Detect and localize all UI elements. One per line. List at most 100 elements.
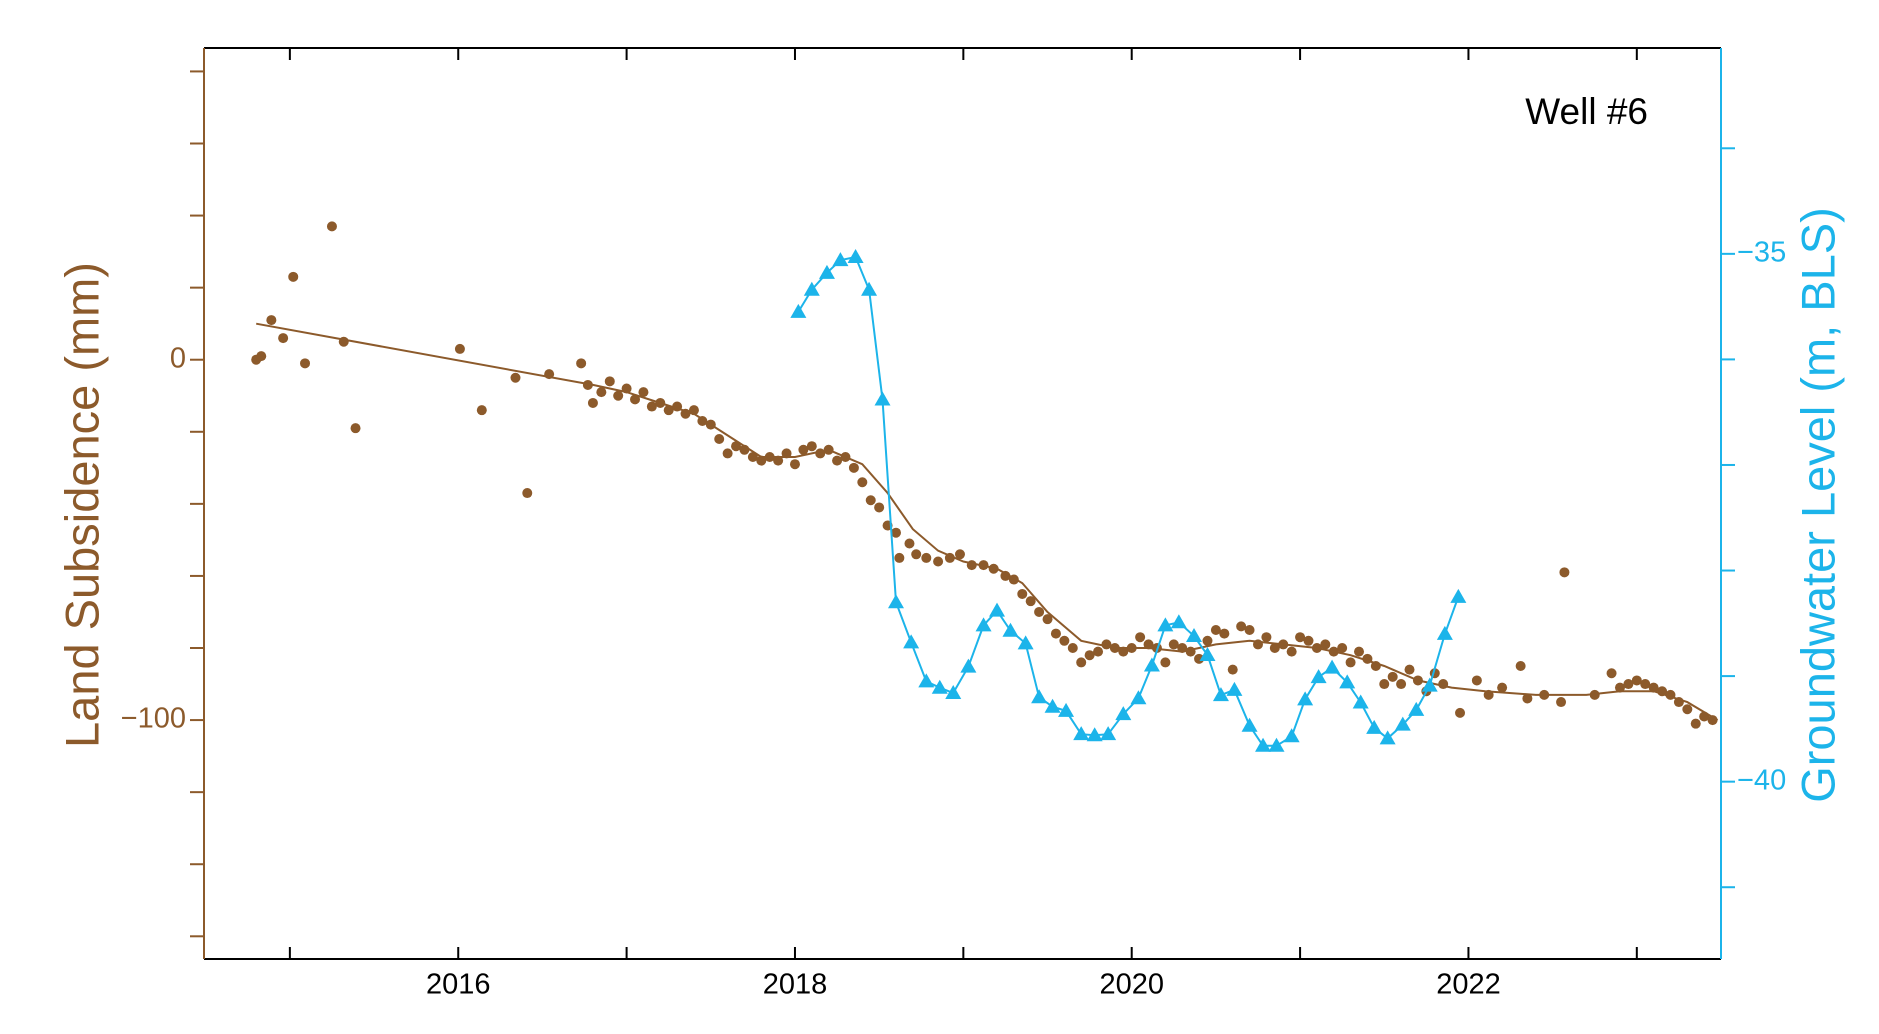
point [510, 372, 521, 383]
point [1135, 632, 1146, 643]
point [604, 376, 615, 387]
triangle-marker [931, 679, 948, 694]
point [1396, 679, 1407, 690]
point [1471, 675, 1482, 686]
point [1404, 664, 1415, 675]
point [1261, 632, 1272, 643]
point [1210, 624, 1221, 635]
point [326, 221, 337, 232]
point [1556, 697, 1567, 708]
point [904, 538, 915, 549]
point [288, 271, 299, 282]
annotation: Well #6 [1525, 91, 1648, 132]
point [1640, 679, 1651, 690]
triangle-marker [1100, 726, 1117, 741]
point [722, 448, 733, 459]
point [1614, 682, 1625, 693]
point [1387, 671, 1398, 682]
y-tick-label: 0 [170, 342, 186, 374]
point [613, 390, 624, 401]
triangle-marker [1379, 730, 1396, 745]
point [1303, 635, 1314, 646]
point [1515, 661, 1526, 672]
y-tick-label: −100 [121, 703, 186, 735]
x-tick-label: 2018 [763, 969, 828, 1001]
triangle-marker [1339, 674, 1356, 689]
point [848, 462, 859, 473]
triangle-marker [832, 252, 849, 267]
triangle-marker [1226, 681, 1243, 696]
triangle-marker [1297, 691, 1314, 706]
point [731, 441, 742, 452]
triangle-marker [1421, 677, 1438, 692]
triangle-marker [1450, 588, 1467, 603]
triangle-marker [861, 281, 878, 296]
point [747, 452, 758, 463]
y2-tick-label: −40 [1737, 764, 1786, 796]
point [1227, 664, 1238, 675]
triangle-marker [960, 658, 977, 673]
point [1059, 635, 1070, 646]
point [278, 333, 289, 344]
triangle-marker [1310, 669, 1327, 684]
triangle-marker [874, 391, 891, 406]
point [874, 502, 885, 513]
triangle-marker [1199, 646, 1216, 661]
y-axis-title: Land Subsidence (mm) [55, 262, 108, 748]
point [781, 448, 792, 459]
y2-axis-title: Groundwater Level (m, BLS) [1791, 207, 1844, 803]
point [1497, 682, 1508, 693]
triangle-marker [1394, 716, 1411, 731]
point [522, 488, 533, 499]
triangle-marker [1002, 622, 1019, 637]
point [350, 423, 361, 434]
point [638, 387, 649, 398]
point [789, 459, 800, 470]
point [857, 477, 868, 488]
point [454, 343, 465, 354]
point [954, 549, 965, 560]
point [1337, 643, 1348, 654]
triangle-marker [1324, 659, 1341, 674]
triangle-marker [1017, 635, 1034, 650]
point [1034, 606, 1045, 617]
triangle-marker [1130, 690, 1147, 705]
triangle-marker [945, 684, 962, 699]
point [476, 405, 487, 416]
triangle-marker [903, 634, 920, 649]
triangle-marker [1352, 694, 1369, 709]
triangle-marker [803, 281, 820, 296]
triangle-marker [1115, 706, 1132, 721]
triangle-marker [1255, 737, 1272, 752]
point [1286, 646, 1297, 657]
triangle-marker [1031, 689, 1048, 704]
point [1076, 657, 1087, 668]
triangle-marker [975, 617, 992, 632]
point [890, 527, 901, 538]
y2-tick-label: −35 [1737, 237, 1786, 269]
point [1648, 682, 1659, 693]
point [1017, 588, 1028, 599]
point [300, 358, 311, 369]
point [865, 495, 876, 506]
triangle-marker [1408, 701, 1425, 716]
point [1522, 693, 1533, 704]
triangle-marker [1212, 687, 1229, 702]
point [1345, 657, 1356, 668]
point [1354, 646, 1365, 657]
triangle-marker [1073, 726, 1090, 741]
x-tick-label: 2020 [1099, 969, 1164, 1001]
triangle-marker [790, 303, 807, 318]
point [1202, 635, 1213, 646]
x-tick-label: 2016 [426, 969, 491, 1001]
triangle-marker [1268, 737, 1285, 752]
triangle-marker [1241, 717, 1258, 732]
point [1295, 632, 1306, 643]
triangle-marker [1086, 727, 1103, 742]
point [1379, 679, 1390, 690]
triangle-marker [1058, 702, 1075, 717]
point [798, 444, 809, 455]
triangle-marker [1186, 627, 1203, 642]
point [1118, 646, 1129, 657]
